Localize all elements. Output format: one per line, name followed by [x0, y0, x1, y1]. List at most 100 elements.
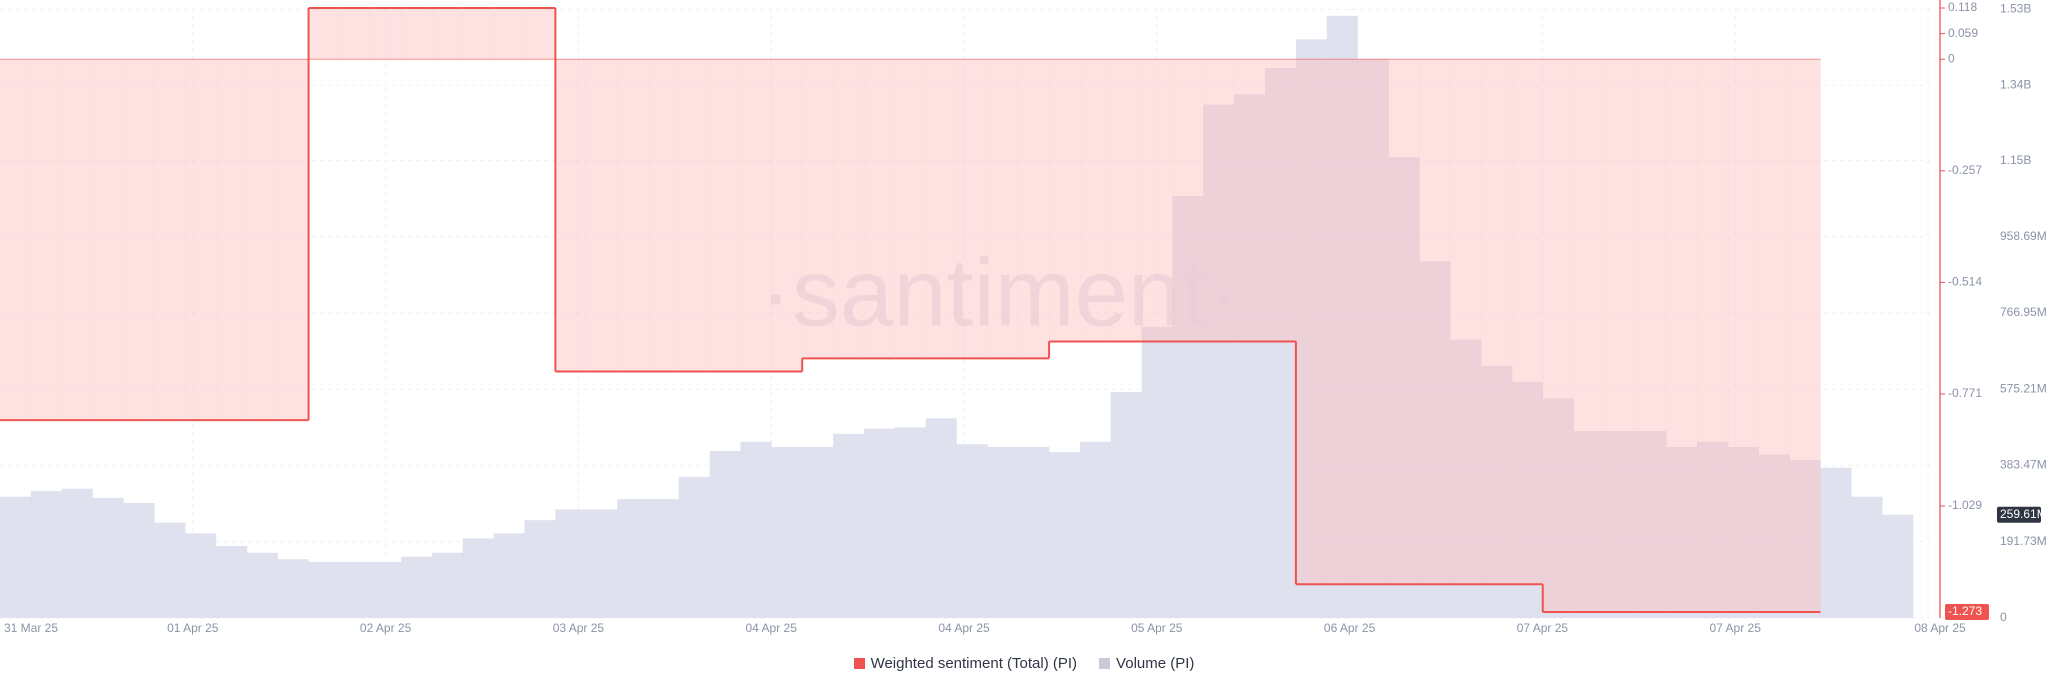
- sentiment-area: [1388, 59, 1420, 585]
- x-tick-label: 06 Apr 25: [1324, 621, 1376, 635]
- sentiment-area: [1789, 59, 1821, 612]
- sentiment-area: [894, 59, 926, 359]
- volume-bar: [1789, 460, 1821, 618]
- sentiment-area: [678, 59, 710, 372]
- y-tick-label: 0.118: [1948, 0, 1977, 14]
- volume-bar: [30, 491, 63, 618]
- volume-bar: [1295, 39, 1328, 618]
- sentiment-area: [925, 59, 957, 359]
- current-value-box: [1997, 506, 2041, 523]
- volume-bar: [1326, 15, 1358, 619]
- volume-bar: [1635, 431, 1667, 618]
- volume-bar: [894, 427, 926, 618]
- sentiment-area: [956, 59, 988, 359]
- x-tick-label: 04 Apr 25: [938, 621, 990, 635]
- legend-item[interactable]: Volume (PI): [1099, 655, 1194, 672]
- volume-bar: [1079, 441, 1112, 618]
- volume-bar: [1604, 431, 1636, 618]
- volume-bar: [1450, 339, 1482, 618]
- y-tick-label: 0.059: [1948, 26, 1978, 40]
- volume-bar: [925, 418, 957, 618]
- x-tick-label: 01 Apr 25: [167, 621, 219, 635]
- volume-bar: [277, 559, 309, 618]
- volume-bar: [185, 533, 217, 618]
- y-tick-label: -1.029: [1948, 498, 1982, 512]
- sentiment-area: [215, 59, 248, 421]
- current-value-box: [1945, 604, 1989, 620]
- volume-bar: [0, 496, 32, 618]
- x-tick-label: 31 Mar 25: [4, 621, 58, 635]
- sentiment-area: [123, 59, 155, 421]
- sentiment-area: [431, 8, 464, 60]
- volume-bar: [1758, 454, 1790, 618]
- sentiment-area: [1295, 59, 1328, 585]
- x-tick-label: 03 Apr 25: [553, 621, 605, 635]
- volume-bar: [863, 428, 896, 618]
- volume-bar: [61, 488, 93, 618]
- volume-bar: [1388, 157, 1420, 618]
- volume-bar: [709, 450, 741, 618]
- volume-bar: [1018, 446, 1050, 618]
- volume-bar: [956, 444, 988, 618]
- volume-bar: [370, 561, 402, 618]
- volume-bar: [1727, 446, 1760, 618]
- volume-bar: [1357, 58, 1389, 618]
- sentiment-area: [1727, 59, 1760, 612]
- sentiment-area: [246, 59, 278, 421]
- volume-bar: [1666, 446, 1698, 618]
- sentiment-area: [0, 59, 32, 421]
- volume-bar: [1419, 261, 1451, 618]
- sentiment-area: [92, 59, 124, 421]
- sentiment-area: [1203, 59, 1235, 342]
- sentiment-area: [1758, 59, 1790, 612]
- volume-bar: [1820, 467, 1852, 618]
- volume-bar: [987, 446, 1019, 618]
- y-tick-label: -0.771: [1948, 386, 1982, 400]
- sentiment-area: [1604, 59, 1636, 612]
- sentiment-area: [1141, 59, 1173, 342]
- volume-bar: [1110, 392, 1142, 618]
- sentiment-area: [185, 59, 217, 421]
- volume-bar: [555, 509, 587, 618]
- y-tick-label: -0.257: [1948, 163, 1982, 177]
- sentiment-area: [555, 59, 587, 372]
- legend-item[interactable]: Weighted sentiment (Total) (PI): [853, 655, 1078, 672]
- sentiment-area: [1635, 59, 1667, 612]
- legend-label: Weighted sentiment (Total) (PI): [870, 655, 1078, 672]
- legend: Weighted sentiment (Total) (PI) Volume (P…: [0, 655, 2048, 672]
- sentiment-area: [1234, 59, 1266, 342]
- x-tick-label: 08 Apr 25: [1914, 621, 1966, 635]
- volume-bar: [246, 552, 278, 618]
- sentiment-area: [709, 59, 741, 372]
- sentiment-area: [586, 59, 618, 372]
- volume-bar: [586, 509, 618, 618]
- sentiment-area: [1326, 59, 1358, 585]
- x-tick-label: 02 Apr 25: [360, 621, 412, 635]
- volume-bar: [771, 446, 803, 618]
- volume-bar: [617, 499, 649, 618]
- volume-bar: [1265, 67, 1297, 618]
- x-tick-label: 04 Apr 25: [746, 621, 798, 635]
- volume-bar: [154, 522, 186, 618]
- sentiment-area: [1511, 59, 1544, 585]
- y2-tick-label: 0: [2000, 610, 2007, 624]
- legend-label: Volume (PI): [1116, 655, 1195, 672]
- volume-bar: [833, 433, 865, 618]
- y-tick-label: -0.514: [1948, 275, 1982, 289]
- sentiment-area: [647, 59, 680, 372]
- sentiment-area: [493, 8, 525, 60]
- chart: 31 Mar 25 01 Apr 25 02 Apr 25 03 Apr 25 04 A…: [0, 0, 2047, 635]
- y2-tick-label: 191.73M: [2000, 534, 2047, 548]
- sentiment-area: [1481, 59, 1513, 585]
- current-value-label: 259.61M: [2000, 507, 2047, 521]
- x-tick-label: 07 Apr 25: [1710, 621, 1762, 635]
- volume-bar: [493, 533, 525, 618]
- volume-bar: [308, 561, 340, 618]
- sentiment-area: [1018, 59, 1050, 359]
- volume-bar: [678, 476, 710, 618]
- sentiment-area: [277, 59, 309, 421]
- sentiment-area: [617, 59, 649, 372]
- volume-bar: [647, 499, 680, 618]
- volume-bar: [462, 538, 494, 618]
- volume-bar: [401, 556, 433, 618]
